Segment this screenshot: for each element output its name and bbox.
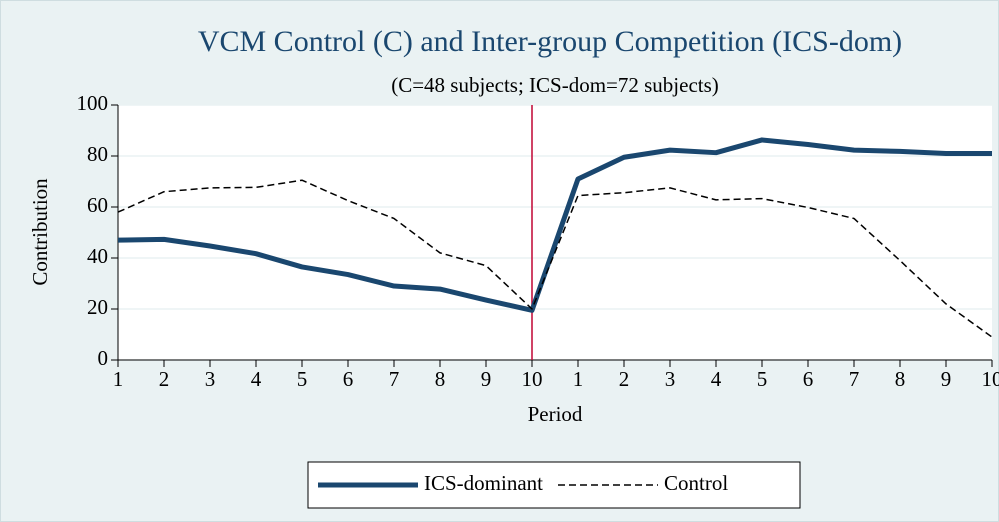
series-line (117, 137, 992, 313)
x-tick-label: 8 (895, 367, 906, 391)
x-tick-label: 5 (757, 367, 768, 391)
legend-label: ICS-dominant (424, 471, 543, 495)
x-tick-label: 3 (665, 367, 676, 391)
chart-subtitle: (C=48 subjects; ICS-dom=72 subjects) (391, 73, 719, 97)
y-tick-label: 40 (87, 244, 108, 268)
x-tick-label: 6 (343, 367, 354, 391)
y-axis-label: Contribution (28, 178, 52, 286)
x-tick-label: 6 (803, 367, 814, 391)
x-tick-label: 1 (573, 367, 584, 391)
x-tick-label: 7 (389, 367, 400, 391)
plot-area (118, 105, 992, 360)
legend-label: Control (664, 471, 728, 495)
x-tick-label: 10 (982, 367, 999, 391)
x-tick-label: 8 (435, 367, 446, 391)
y-tick-label: 0 (98, 346, 109, 370)
x-tick-label: 5 (297, 367, 308, 391)
chart-title: VCM Control (C) and Inter-group Competit… (198, 25, 902, 58)
x-tick-label: 2 (619, 367, 630, 391)
x-axis-label: Period (528, 402, 583, 426)
x-tick-label: 1 (113, 367, 124, 391)
x-tick-label: 10 (522, 367, 543, 391)
series-line (117, 179, 993, 338)
x-tick-label: 7 (849, 367, 860, 391)
y-tick-label: 100 (77, 91, 109, 115)
y-tick-label: 20 (87, 295, 108, 319)
x-tick-label: 4 (711, 367, 722, 391)
y-tick-label: 80 (87, 142, 108, 166)
x-tick-label: 9 (941, 367, 952, 391)
x-tick-label: 2 (159, 367, 170, 391)
x-tick-label: 3 (205, 367, 216, 391)
x-tick-label: 9 (481, 367, 492, 391)
y-tick-label: 60 (87, 193, 108, 217)
x-tick-label: 4 (251, 367, 262, 391)
